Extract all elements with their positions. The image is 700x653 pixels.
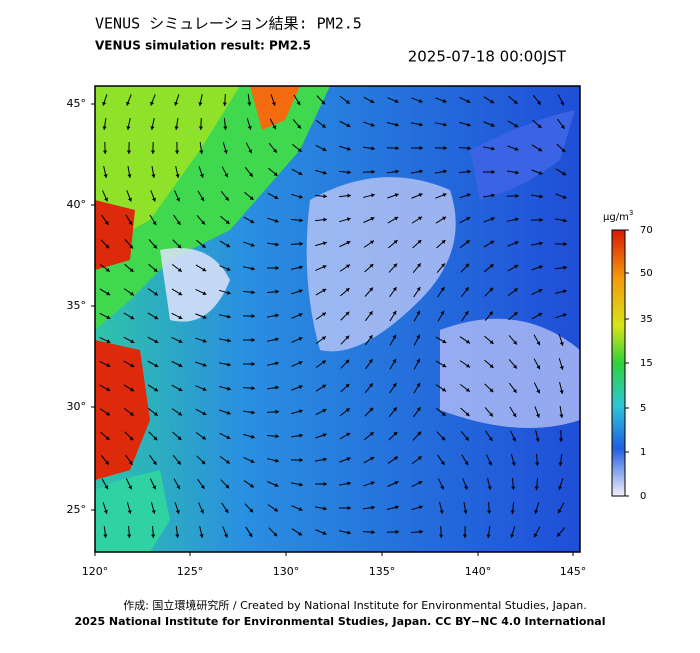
colorbar-tick-label: 0 — [640, 491, 646, 502]
credit: 作成: 国立環境研究所 / Created by National Instit… — [123, 598, 587, 612]
lon-label: 130° — [273, 565, 300, 578]
lon-label: 120° — [82, 565, 109, 578]
colorbar-tick-label: 50 — [640, 268, 653, 279]
colorbar-tick-label: 5 — [640, 403, 646, 414]
lon-label: 125° — [177, 565, 204, 578]
title-en: VENUS simulation result: PM2.5 — [95, 39, 311, 53]
colorbar-tick-label: 35 — [640, 314, 653, 325]
colorbar-tick-label: 15 — [640, 358, 653, 369]
colorbar-unit: μg/m3 — [603, 209, 633, 223]
timestamp: 2025-07-18 00:00JST — [408, 48, 567, 66]
colorbar-tick-label: 1 — [640, 447, 646, 458]
lat-label: 30° — [67, 400, 87, 413]
lat-label: 25° — [67, 503, 87, 516]
colorbar — [612, 230, 625, 496]
license: 2025 National Institute for Environmenta… — [74, 615, 605, 628]
unit-sup: 3 — [629, 209, 633, 217]
lat-label: 45° — [67, 97, 87, 110]
colorbar-tick-label: 70 — [640, 225, 653, 236]
lon-label: 145° — [560, 565, 587, 578]
map-field — [95, 86, 580, 552]
lat-label: 40° — [67, 198, 87, 211]
lat-label: 35° — [67, 299, 87, 312]
lon-label: 140° — [465, 565, 492, 578]
lon-label: 135° — [369, 565, 396, 578]
unit-base: μg/m — [603, 212, 629, 223]
title-ja: VENUS シミュレーション結果: PM2.5 — [95, 15, 362, 33]
